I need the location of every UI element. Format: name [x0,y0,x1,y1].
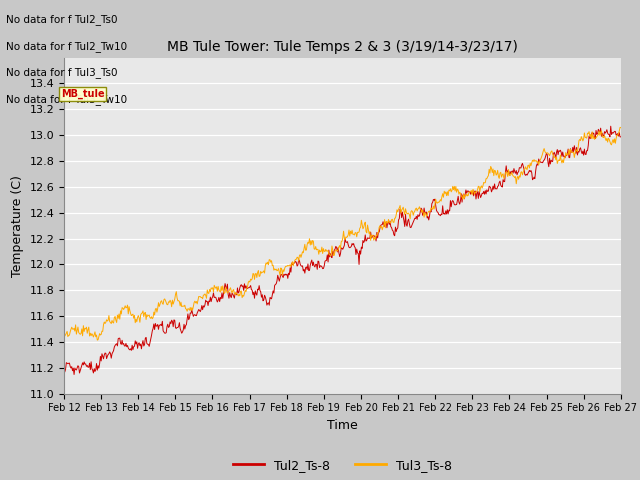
Text: No data for f Tul2_Ts0: No data for f Tul2_Ts0 [6,14,118,25]
Text: No data for f Tul2_Tw10: No data for f Tul2_Tw10 [6,41,127,52]
Legend: Tul2_Ts-8, Tul3_Ts-8: Tul2_Ts-8, Tul3_Ts-8 [228,454,457,477]
Tul3_Ts-8 [128,312,136,318]
Line: Tul2_Ts-8: Tul2_Ts-8 [64,126,621,374]
Tul2_Ts-8 [411,216,419,221]
Text: MB_tule: MB_tule [61,89,104,99]
Tul3_Ts-8 [93,337,101,343]
Tul3_Ts-8 [617,125,625,131]
Tul2_Ts-8 [71,365,79,371]
Title: MB Tule Tower: Tule Temps 2 & 3 (3/19/14-3/23/17): MB Tule Tower: Tule Temps 2 & 3 (3/19/14… [167,40,518,54]
Tul2_Ts-8 [185,317,193,323]
Tul2_Ts-8 [617,134,625,140]
Tul3_Ts-8 [428,205,435,211]
Tul3_Ts-8 [60,336,68,342]
Y-axis label: Temperature (C): Temperature (C) [11,175,24,276]
Tul3_Ts-8 [70,325,78,331]
Tul3_Ts-8 [411,208,419,214]
Line: Tul3_Ts-8: Tul3_Ts-8 [64,127,621,340]
Tul2_Ts-8 [428,209,435,215]
Tul2_Ts-8 [128,342,136,348]
Tul3_Ts-8 [616,124,624,130]
Tul2_Ts-8 [214,298,222,303]
X-axis label: Time: Time [327,419,358,432]
Tul2_Ts-8 [607,123,614,129]
Tul3_Ts-8 [214,284,222,289]
Text: No data for f Tul3_Ts0: No data for f Tul3_Ts0 [6,67,118,78]
Tul2_Ts-8 [60,365,68,371]
Text: No data for f Tul3_Tw10: No data for f Tul3_Tw10 [6,94,127,105]
Tul3_Ts-8 [185,306,193,312]
Tul2_Ts-8 [70,372,78,377]
